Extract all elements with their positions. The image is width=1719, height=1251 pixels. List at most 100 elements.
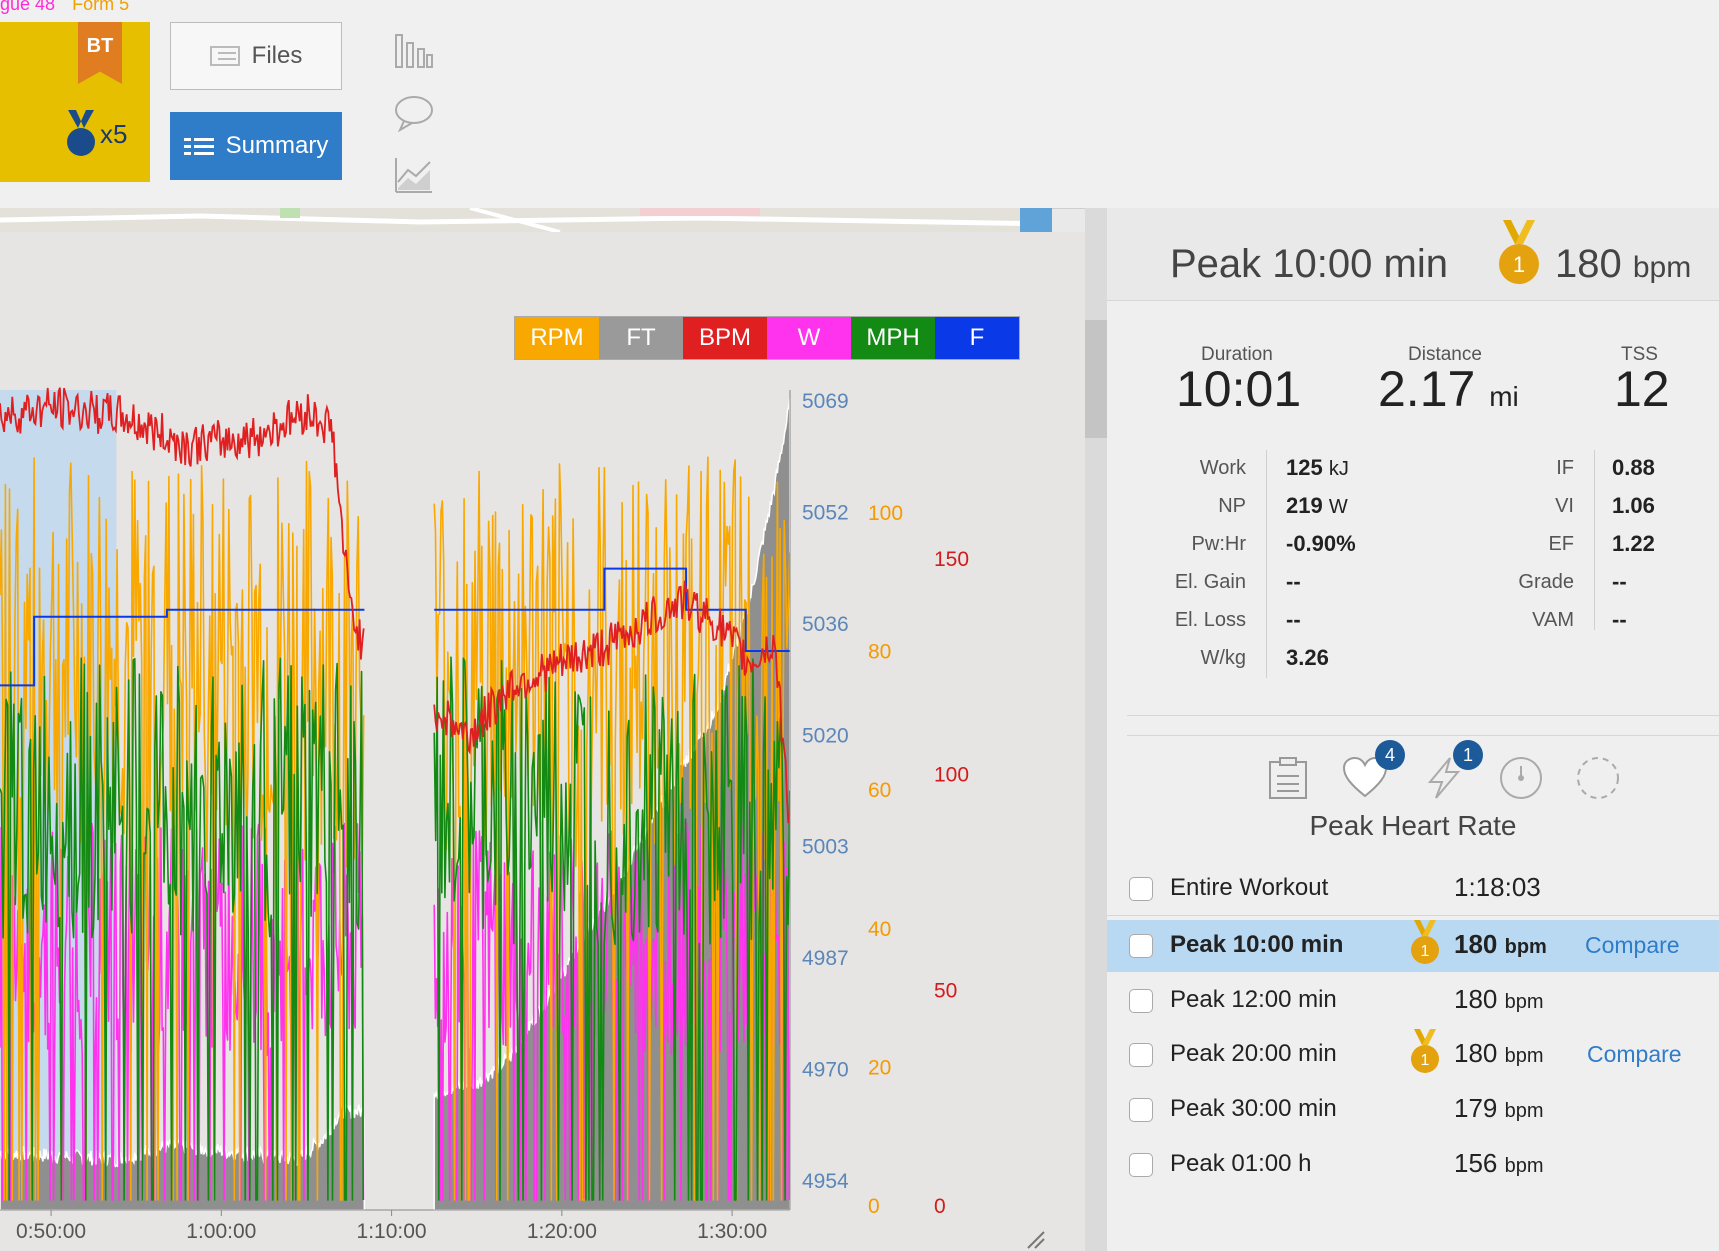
bpm-axis-tick: 150: [934, 548, 969, 571]
achievement-badge-tile[interactable]: BT x5: [0, 22, 150, 182]
compare-link[interactable]: Compare: [1585, 932, 1680, 958]
medal-count: x5: [64, 110, 127, 158]
row-value-number: 180: [1454, 1038, 1498, 1068]
row-separator: [1107, 915, 1719, 916]
compare-link[interactable]: Compare: [1587, 1041, 1682, 1067]
legend-w[interactable]: W: [767, 317, 851, 359]
x-axis-tick: 1:30:00: [697, 1220, 767, 1243]
row-name: Peak 01:00 h: [1170, 1150, 1312, 1177]
row-medal-rank: 1: [1421, 1052, 1430, 1069]
lightning-notification-badge: 1: [1453, 740, 1483, 770]
clipboard-icon[interactable]: [1268, 756, 1308, 805]
peak-value-unit: bpm: [1632, 251, 1692, 284]
list-item[interactable]: Peak 01:00 h 156 bpm: [1107, 1139, 1719, 1191]
vam-value: --: [1612, 607, 1627, 632]
row-checkbox[interactable]: [1129, 877, 1153, 901]
row-value: 1:18:03: [1454, 872, 1541, 903]
grade-label: Grade: [1518, 571, 1574, 593]
list-item-selected[interactable]: Peak 10:00 min 1 180 bpm Compare: [1107, 920, 1719, 972]
row-value: 180 bpm: [1454, 929, 1547, 960]
np-unit: W: [1328, 496, 1348, 518]
row-value-unit: bpm: [1504, 1045, 1544, 1067]
row-checkbox[interactable]: [1129, 989, 1153, 1013]
files-button-label: Files: [251, 42, 303, 69]
rpm-axis-tick: 40: [868, 918, 891, 941]
peak-header: Peak 10:00 min 1 180 bpm: [1107, 208, 1719, 301]
dashed-circle-icon[interactable]: [1576, 756, 1620, 805]
legend-bpm[interactable]: BPM: [683, 317, 767, 359]
np-number: 219: [1286, 493, 1323, 518]
x-axis-tick: 1:20:00: [527, 1220, 597, 1243]
form-value: Form 5: [72, 0, 130, 14]
rpm-axis-tick: 20: [868, 1056, 891, 1079]
row-checkbox[interactable]: [1129, 1098, 1153, 1122]
row-medal-rank: 1: [1421, 943, 1430, 960]
row-value-number: 179: [1454, 1093, 1498, 1123]
rpm-line: [433, 456, 791, 1201]
distance-label: Distance: [1408, 344, 1482, 365]
distance-number: 2.17: [1378, 361, 1476, 417]
list-item[interactable]: Peak 30:00 min 179 bpm: [1107, 1084, 1719, 1136]
np-value: 219 W: [1286, 493, 1348, 519]
chart-axes: 5069505250365020500349874970495410080604…: [16, 390, 969, 1243]
fatigue-value: gue 48: [0, 0, 56, 14]
elevation-gain-label: El. Gain: [1174, 571, 1246, 593]
rpm-axis-tick: 80: [868, 641, 891, 664]
mph-line: [433, 656, 791, 1201]
summary-list-icon: [183, 136, 214, 156]
list-item[interactable]: Peak 12:00 min 180 bpm: [1107, 975, 1719, 1027]
row-value: 180 bpm: [1454, 984, 1544, 1015]
files-button[interactable]: Files: [170, 22, 342, 90]
summary-button[interactable]: Summary: [170, 112, 342, 180]
x-axis-tick: 1:10:00: [357, 1220, 427, 1243]
row-checkbox[interactable]: [1129, 1043, 1153, 1067]
legend-f[interactable]: F: [935, 317, 1019, 359]
mph-line: [0, 657, 364, 1201]
row-checkbox[interactable]: [1129, 1153, 1153, 1177]
ef-label: EF: [1548, 533, 1574, 555]
comment-icon[interactable]: [392, 82, 436, 144]
workout-chart[interactable]: 5069505250365020500349874970495410080604…: [0, 0, 1085, 1251]
row-value-unit: bpm: [1504, 1100, 1544, 1122]
legend-rpm[interactable]: RPM: [515, 317, 599, 359]
resize-handle-icon[interactable]: [1027, 1231, 1045, 1249]
gold-medal-icon: 1: [1409, 1029, 1441, 1082]
elevation-gain-value: --: [1286, 569, 1301, 594]
vi-label: VI: [1555, 495, 1574, 517]
elevation-loss-label: El. Loss: [1174, 609, 1246, 631]
legend-mph[interactable]: MPH: [851, 317, 935, 359]
map-strip[interactable]: [0, 208, 1052, 232]
medal-count-label: x5: [100, 118, 128, 149]
lightning-icon[interactable]: [1424, 756, 1464, 805]
rpm-axis-tick: 100: [868, 502, 903, 525]
ft-axis-tick: 5036: [802, 613, 849, 636]
legend-ft[interactable]: FT: [599, 317, 683, 359]
right-panel: [1107, 208, 1719, 1251]
row-value-unit: bpm: [1504, 991, 1544, 1013]
scrollbar-thumb[interactable]: [1085, 320, 1107, 438]
bpm-axis-tick: 100: [934, 764, 969, 787]
tss-value: 12: [1614, 361, 1670, 417]
ef-value: 1.22: [1612, 531, 1655, 556]
files-icon: [209, 45, 240, 67]
list-item[interactable]: Entire Workout 1:18:03: [1107, 863, 1719, 915]
pwhr-value: -0.90%: [1286, 531, 1356, 556]
bpm-series: [0, 387, 791, 824]
row-name: Peak 12:00 min: [1170, 986, 1337, 1013]
ft-axis-tick: 4954: [802, 1170, 849, 1193]
clock-icon[interactable]: [1499, 756, 1543, 805]
ft-axis-tick: 4987: [802, 947, 849, 970]
row-value: 179 bpm: [1454, 1093, 1544, 1124]
fitness-metrics: gue 48 Form 5: [0, 0, 129, 15]
list-item[interactable]: Peak 20:00 min 1 180 bpm Compare: [1107, 1029, 1719, 1081]
row-checkbox[interactable]: [1129, 934, 1153, 958]
vertical-scrollbar[interactable]: [1085, 208, 1107, 1251]
map-image: [0, 208, 1052, 232]
bt-ribbon: BT: [78, 22, 122, 84]
bar-chart-icon[interactable]: [392, 20, 436, 82]
side-tools: [392, 20, 436, 206]
trend-chart-icon[interactable]: [392, 144, 436, 206]
duration-value: 10:01: [1176, 361, 1302, 417]
bpm-axis-tick: 50: [934, 979, 957, 1002]
grade-value: --: [1612, 569, 1627, 594]
